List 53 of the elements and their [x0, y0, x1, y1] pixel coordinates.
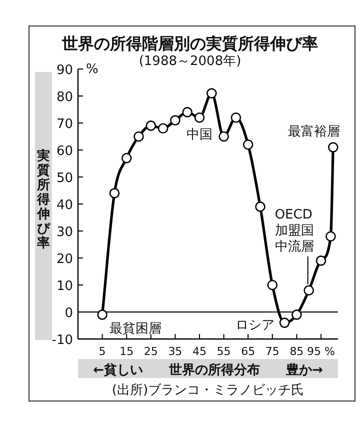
y-tick-label: 80 — [56, 90, 73, 105]
x-axis-title: ←貧しい 世界の所得分布 豊か→ — [93, 362, 323, 378]
chart-title: 世界の所得階層別の実質所得伸び率 — [61, 34, 318, 53]
x-tick-label: 85 — [290, 345, 304, 358]
y-tick-label: 40 — [56, 198, 73, 213]
point — [326, 231, 336, 242]
point — [316, 256, 326, 266]
annotation: 中国 — [186, 128, 212, 143]
point — [97, 310, 108, 320]
x-tick-label: 55 — [216, 345, 231, 358]
annotation: OECD加盟国中流層 — [274, 207, 314, 254]
annotation: % — [86, 62, 98, 77]
y-tick-label: 70 — [56, 117, 73, 132]
y-axis-title: 実質所得伸び率 — [36, 148, 51, 251]
x-tick-label: 45 — [192, 345, 206, 358]
x-tick-label: 25 — [144, 345, 158, 358]
y-tick-label: -10 — [52, 333, 73, 348]
point — [194, 112, 205, 123]
point — [279, 318, 290, 328]
point — [267, 280, 278, 290]
y-tick-label: 20 — [56, 252, 73, 267]
x-tick-label: 35 — [168, 345, 182, 358]
x-tick-label: 65 — [241, 345, 256, 358]
point — [304, 285, 314, 296]
annotation: ロシア — [236, 318, 275, 333]
point — [292, 310, 302, 320]
point — [170, 115, 180, 126]
point — [206, 88, 217, 98]
y-tick-label: 10 — [56, 279, 73, 294]
point — [230, 112, 242, 123]
point — [218, 131, 229, 142]
annotation: 最富裕層 — [288, 123, 340, 140]
x-tick-label: 15 — [120, 345, 134, 358]
point — [242, 139, 254, 150]
y-tick-label: 30 — [56, 225, 73, 240]
point — [121, 152, 132, 164]
y-tick-label: 90 — [56, 63, 73, 78]
x-tick-label: 75 — [265, 345, 280, 358]
x-tick-label: 5 — [98, 345, 106, 358]
point — [182, 107, 192, 118]
point — [134, 131, 144, 142]
text: (出所)ブランコ・ミラノビッチ氏 — [112, 383, 304, 398]
point — [328, 142, 338, 152]
y-tick-label: 60 — [56, 144, 73, 159]
annotation: 最貧困層 — [109, 322, 162, 337]
y-tick-label: 50 — [56, 171, 73, 186]
point — [146, 120, 156, 131]
chart-subtitle: (1988～2008年) — [138, 54, 242, 69]
point — [158, 123, 168, 134]
x-tick-label: 95 % — [307, 345, 335, 358]
point — [255, 202, 266, 212]
point — [109, 188, 120, 198]
y-tick-label: 0 — [64, 306, 73, 321]
